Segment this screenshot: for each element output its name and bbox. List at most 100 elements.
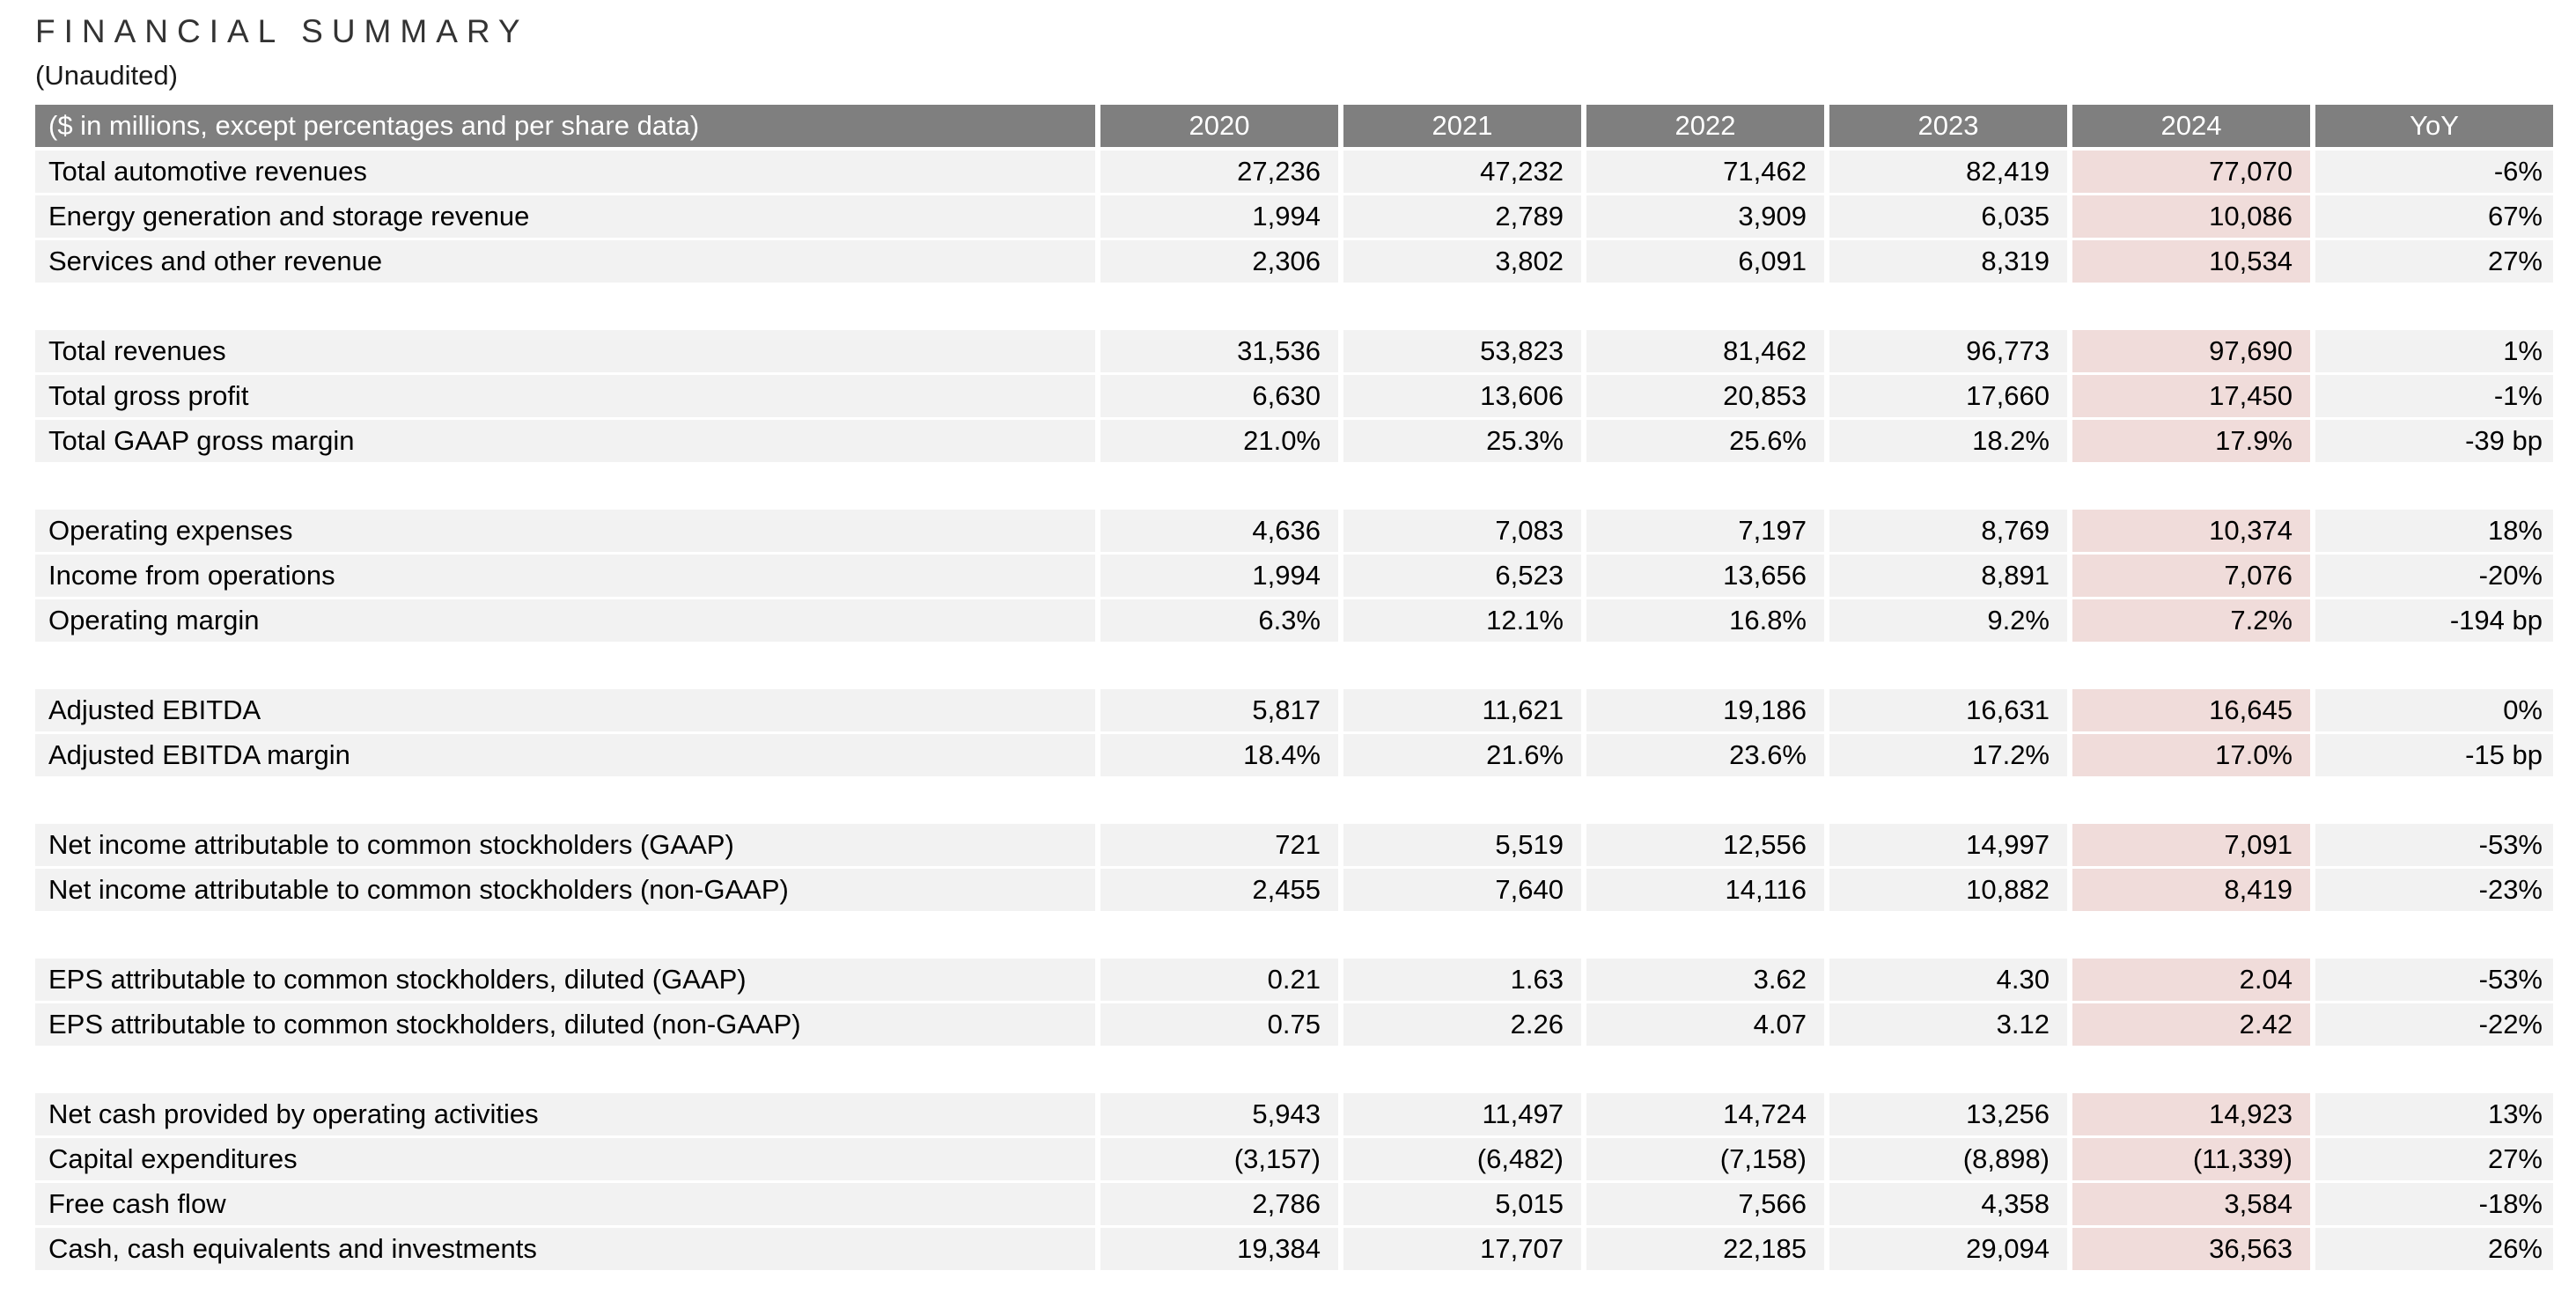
row-label: EPS attributable to common stockholders,… <box>35 1003 1095 1046</box>
value-2021: 5,519 <box>1343 823 1581 866</box>
value-2023: 9.2% <box>1829 599 2067 642</box>
value-2020: 4,636 <box>1100 509 1338 552</box>
value-2020: 0.75 <box>1100 1003 1338 1046</box>
value-yoy: -194 bp <box>2315 599 2553 642</box>
value-2024: 17,450 <box>2072 374 2310 417</box>
value-2020: 27,236 <box>1100 150 1338 193</box>
row-label: Total gross profit <box>35 374 1095 417</box>
value-2022: 20,853 <box>1586 374 1824 417</box>
value-yoy: -39 bp <box>2315 419 2553 462</box>
value-2022: 81,462 <box>1586 329 1824 372</box>
table-header-units-label: ($ in millions, except percentages and p… <box>35 104 1095 147</box>
value-2022: 14,116 <box>1586 868 1824 911</box>
value-2023: 10,882 <box>1829 868 2067 911</box>
table-row: EPS attributable to common stockholders,… <box>35 958 2553 1001</box>
table-row: Free cash flow 2,786 5,015 7,566 4,358 3,584-… <box>35 1182 2553 1225</box>
group-spacer <box>35 913 2553 959</box>
financial-summary-page: FINANCIAL SUMMARY (Unaudited) ($ in mill… <box>35 0 2553 1273</box>
value-2022: 16.8% <box>1586 599 1824 642</box>
value-2021: 53,823 <box>1343 329 1581 372</box>
value-2024: 36,563 <box>2072 1227 2310 1270</box>
table-row: Total revenues 31,536 53,823 81,462 96,773 97… <box>35 329 2553 372</box>
group-spacer <box>35 1047 2553 1093</box>
value-2024: 97,690 <box>2072 329 2310 372</box>
value-2020: 1,994 <box>1100 195 1338 238</box>
value-2022: 71,462 <box>1586 150 1824 193</box>
value-2020: 6,630 <box>1100 374 1338 417</box>
value-2022: 13,656 <box>1586 554 1824 597</box>
value-2023: 13,256 <box>1829 1092 2067 1135</box>
group-spacer <box>35 643 2553 689</box>
row-label: Energy generation and storage revenue <box>35 195 1095 238</box>
table-row: Net income attributable to common stockh… <box>35 868 2553 911</box>
value-2024: 10,534 <box>2072 239 2310 283</box>
table-row: Operating expenses 4,636 7,083 7,197 8,769 10… <box>35 509 2553 552</box>
value-2022: 23.6% <box>1586 733 1824 776</box>
value-yoy: 67% <box>2315 195 2553 238</box>
row-label: Cash, cash equivalents and investments <box>35 1227 1095 1270</box>
row-label: Total automotive revenues <box>35 150 1095 193</box>
value-yoy: 18% <box>2315 509 2553 552</box>
value-2021: 6,523 <box>1343 554 1581 597</box>
table-row: EPS attributable to common stockholders,… <box>35 1003 2553 1046</box>
value-2022: 3,909 <box>1586 195 1824 238</box>
table-row: Adjusted EBITDA margin 18.4% 21.6% 23.6% 17.… <box>35 733 2553 776</box>
table-row: Capital expenditures (3,157) (6,482) (7,158… <box>35 1137 2553 1180</box>
row-label: Adjusted EBITDA <box>35 688 1095 731</box>
table-row: Energy generation and storage revenue 1,9… <box>35 195 2553 238</box>
row-label: Total GAAP gross margin <box>35 419 1095 462</box>
value-2021: (6,482) <box>1343 1137 1581 1180</box>
value-2023: (8,898) <box>1829 1137 2067 1180</box>
table-row: Income from operations 1,994 6,523 13,656 8,… <box>35 554 2553 597</box>
value-2020: 721 <box>1100 823 1338 866</box>
value-2022: 7,197 <box>1586 509 1824 552</box>
value-2024: 17.0% <box>2072 733 2310 776</box>
row-label: Operating expenses <box>35 509 1095 552</box>
value-2021: 5,015 <box>1343 1182 1581 1225</box>
value-2023: 96,773 <box>1829 329 2067 372</box>
value-2023: 3.12 <box>1829 1003 2067 1046</box>
group-spacer <box>35 464 2553 510</box>
group-spacer <box>35 778 2553 824</box>
value-2023: 82,419 <box>1829 150 2067 193</box>
value-2022: 22,185 <box>1586 1227 1824 1270</box>
table-row: Adjusted EBITDA 5,817 11,621 19,186 16,631 16… <box>35 688 2553 731</box>
value-2020: 2,786 <box>1100 1182 1338 1225</box>
value-2023: 17,660 <box>1829 374 2067 417</box>
value-yoy: 26% <box>2315 1227 2553 1270</box>
value-2024: 14,923 <box>2072 1092 2310 1135</box>
value-2024: 2.04 <box>2072 958 2310 1001</box>
value-2021: 21.6% <box>1343 733 1581 776</box>
row-label: Capital expenditures <box>35 1137 1095 1180</box>
value-2021: 3,802 <box>1343 239 1581 283</box>
row-label: EPS attributable to common stockholders,… <box>35 958 1095 1001</box>
table-row: Net cash provided by operating activitie… <box>35 1092 2553 1135</box>
value-2021: 17,707 <box>1343 1227 1581 1270</box>
value-2020: 0.21 <box>1100 958 1338 1001</box>
value-2023: 6,035 <box>1829 195 2067 238</box>
value-2020: 18.4% <box>1100 733 1338 776</box>
value-2021: 7,083 <box>1343 509 1581 552</box>
table-row: Services and other revenue 2,306 3,802 6,09… <box>35 239 2553 283</box>
value-2022: 19,186 <box>1586 688 1824 731</box>
value-2021: 11,497 <box>1343 1092 1581 1135</box>
value-2021: 2.26 <box>1343 1003 1581 1046</box>
value-2024: 7,091 <box>2072 823 2310 866</box>
value-yoy: -53% <box>2315 823 2553 866</box>
value-2023: 4.30 <box>1829 958 2067 1001</box>
value-2022: 25.6% <box>1586 419 1824 462</box>
value-yoy: -18% <box>2315 1182 2553 1225</box>
table-body: Total automotive revenues 27,236 47,232 71,… <box>35 150 2553 1270</box>
table-header-2024: 2024 <box>2072 104 2310 147</box>
row-label: Net income attributable to common stockh… <box>35 823 1095 866</box>
value-2022: 7,566 <box>1586 1182 1824 1225</box>
row-label: Net income attributable to common stockh… <box>35 868 1095 911</box>
value-2022: 4.07 <box>1586 1003 1824 1046</box>
value-2020: 5,817 <box>1100 688 1338 731</box>
value-2023: 18.2% <box>1829 419 2067 462</box>
value-yoy: 1% <box>2315 329 2553 372</box>
value-2021: 13,606 <box>1343 374 1581 417</box>
value-2021: 7,640 <box>1343 868 1581 911</box>
value-yoy: 27% <box>2315 239 2553 283</box>
value-yoy: -6% <box>2315 150 2553 193</box>
